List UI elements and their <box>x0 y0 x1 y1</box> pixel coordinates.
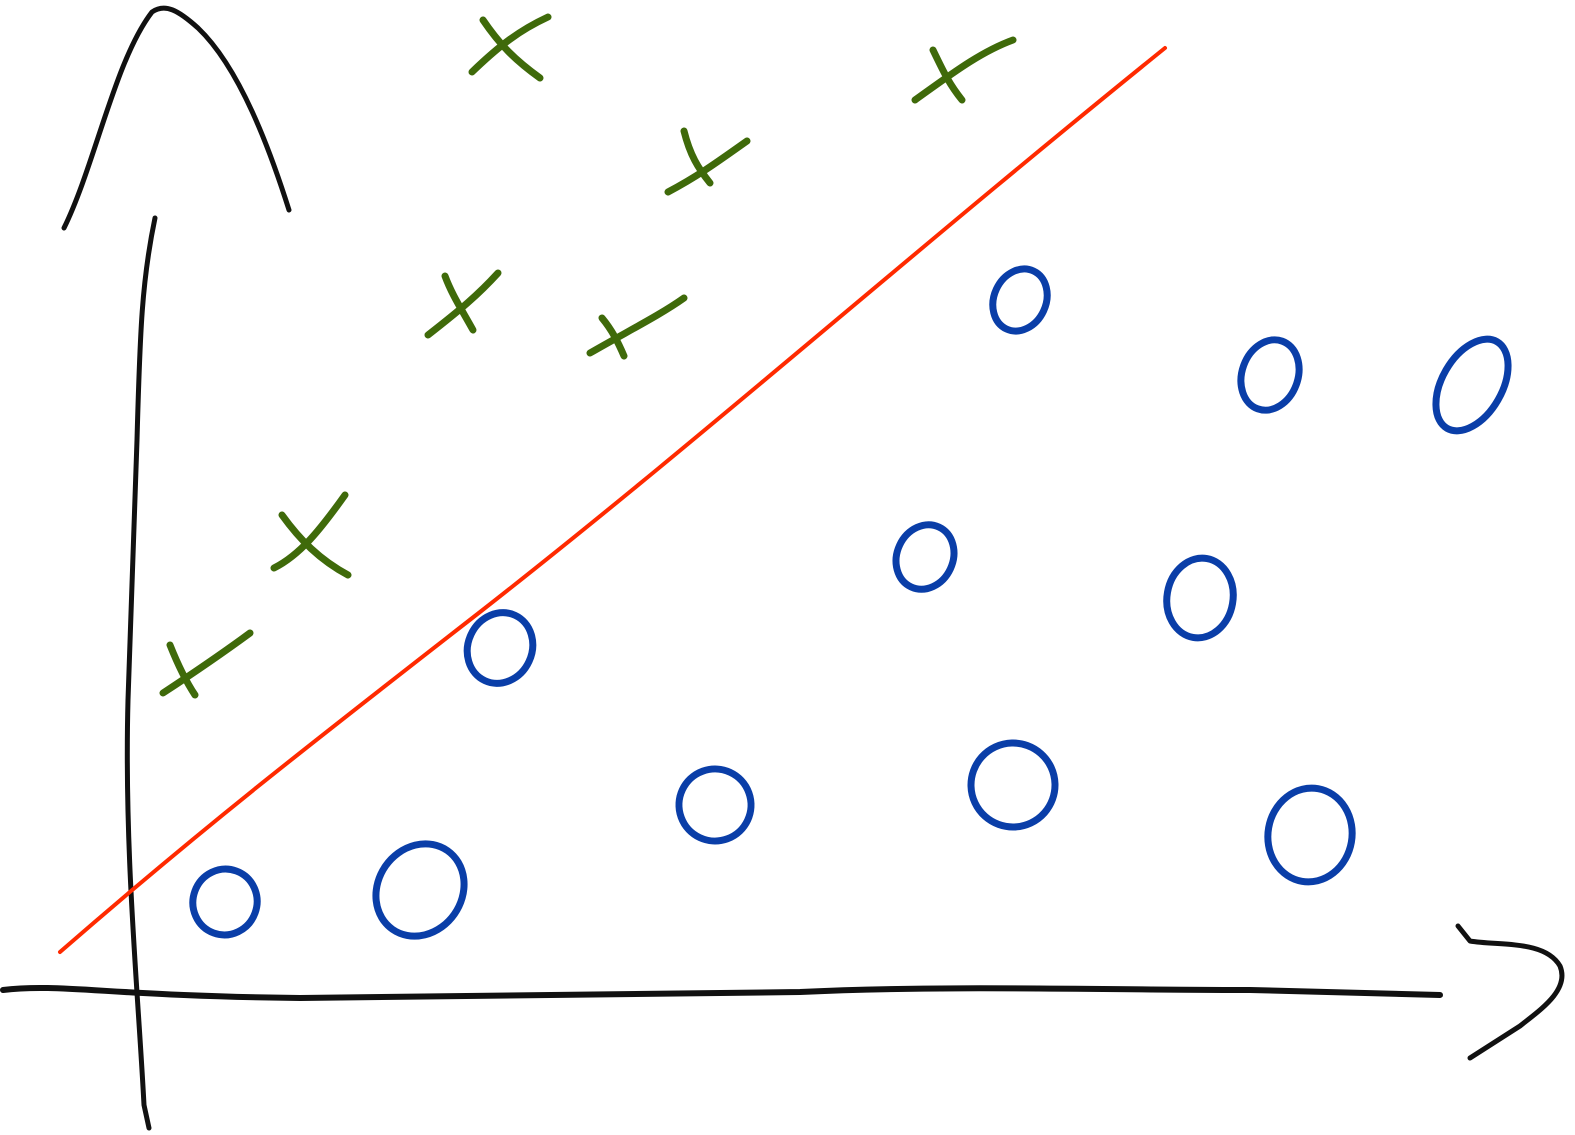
y-axis <box>124 215 158 1131</box>
circle <box>892 521 958 593</box>
cross <box>911 36 1017 104</box>
circle <box>189 865 261 939</box>
cross <box>270 491 352 579</box>
circle <box>967 739 1059 831</box>
circle <box>372 840 468 940</box>
x-arrowhead <box>1455 923 1565 1061</box>
circle <box>675 765 755 845</box>
separating-line <box>58 46 1167 954</box>
circle <box>1163 554 1237 642</box>
cross <box>468 13 552 82</box>
circle <box>463 609 537 687</box>
y-arrowhead <box>61 5 292 231</box>
axes <box>0 5 1565 1131</box>
circle <box>989 265 1051 335</box>
circle <box>1237 336 1303 414</box>
circles <box>189 265 1512 940</box>
cross <box>159 629 254 699</box>
crosses <box>159 13 1017 699</box>
circle <box>1432 335 1512 435</box>
cross <box>424 269 502 339</box>
cross <box>664 127 751 196</box>
circle <box>1264 784 1356 886</box>
x-axis <box>0 984 1443 1001</box>
cross <box>586 294 688 360</box>
